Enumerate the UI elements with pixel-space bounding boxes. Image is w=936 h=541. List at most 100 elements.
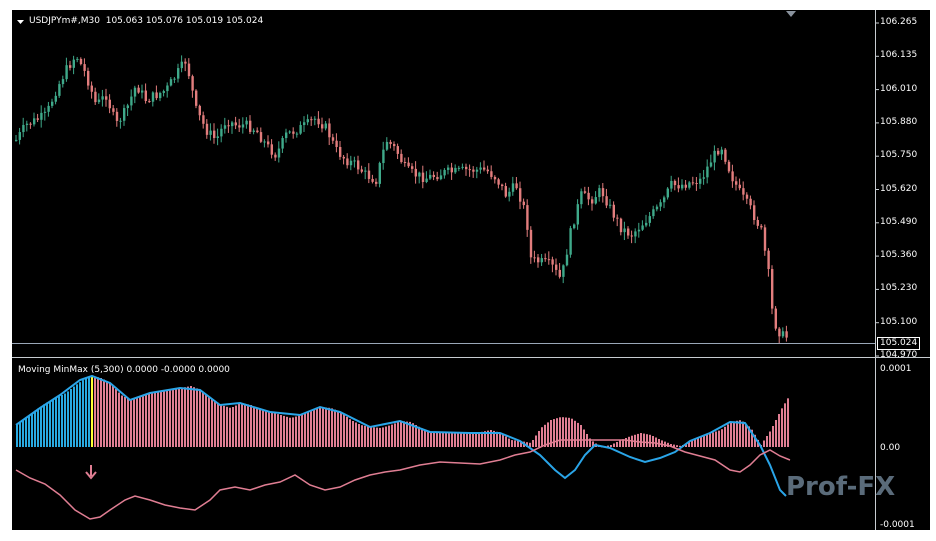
candle-body <box>33 118 36 125</box>
histogram-bar <box>754 434 756 447</box>
candle-body <box>432 174 435 178</box>
histogram-bar <box>721 429 723 447</box>
candle-body <box>252 130 255 132</box>
histogram-bar <box>529 442 531 447</box>
histogram-bar <box>259 409 261 447</box>
price-level-label: 105.750 <box>880 150 918 161</box>
histogram-bar <box>448 433 450 447</box>
histogram-bar <box>670 444 672 447</box>
histogram-bar <box>346 416 348 447</box>
histogram-bar <box>493 430 495 447</box>
candle-body <box>331 137 335 141</box>
histogram-bar <box>568 417 570 447</box>
candle-body <box>29 123 32 125</box>
histogram-bar <box>175 389 177 447</box>
candle-body <box>65 65 68 80</box>
histogram-bar <box>736 420 738 447</box>
candle-body <box>357 160 360 170</box>
histogram-bar <box>235 405 237 447</box>
histogram-bar <box>526 442 528 447</box>
candle-body <box>443 169 446 176</box>
histogram-bar <box>301 414 303 447</box>
histogram-bar <box>733 421 735 447</box>
histogram-bar <box>646 434 648 447</box>
shift-marker-icon[interactable] <box>786 11 796 17</box>
histogram-bar <box>214 400 216 447</box>
candle-body <box>727 161 731 172</box>
candle-body <box>346 158 349 166</box>
histogram-bar <box>556 418 558 447</box>
histogram-bar <box>727 424 729 447</box>
candle-body <box>403 162 407 164</box>
price-level-label: 106.265 <box>880 17 918 27</box>
histogram-bar <box>316 408 318 447</box>
candle-body <box>645 222 648 226</box>
histogram-bar <box>373 427 375 447</box>
candle-body <box>400 153 403 163</box>
histogram-bar <box>142 396 144 447</box>
candle-body <box>576 204 579 225</box>
candlestick-series <box>15 55 788 344</box>
triangle-down-icon[interactable] <box>17 20 24 24</box>
histogram-bar <box>361 425 363 447</box>
histogram-bar <box>337 410 339 447</box>
histogram-bar <box>244 403 246 447</box>
candle-body <box>79 58 83 65</box>
histogram-bar <box>97 377 99 447</box>
histogram-bar <box>79 382 81 447</box>
histogram-bar <box>217 402 219 447</box>
candle-body <box>720 149 723 155</box>
candle-body <box>148 101 151 103</box>
candle-body <box>684 184 687 188</box>
histogram-bar <box>283 415 285 447</box>
candle-body <box>339 146 342 157</box>
histogram-bar <box>763 440 765 447</box>
price-level-label: 105.100 <box>880 316 918 327</box>
histogram-bar <box>271 412 273 447</box>
histogram-bar <box>625 438 627 447</box>
candle-body <box>781 331 785 337</box>
histogram-bar <box>772 426 774 447</box>
histogram-bar <box>394 423 396 447</box>
histogram-bar <box>718 430 720 447</box>
candle-body <box>475 169 479 172</box>
histogram-bar <box>139 397 141 447</box>
histogram-bar <box>106 381 108 447</box>
histogram-bar <box>715 431 717 447</box>
histogram-bar <box>658 439 660 447</box>
candle-body <box>285 132 288 139</box>
histogram-bar <box>325 407 327 447</box>
histogram-bar <box>730 422 732 447</box>
histogram-bar <box>265 411 267 447</box>
histogram-bar <box>370 427 372 447</box>
histogram-bar <box>163 391 165 447</box>
histogram-bar <box>592 441 594 447</box>
candle-body <box>371 178 374 182</box>
histogram-bar <box>787 398 789 447</box>
candle-body <box>216 136 219 138</box>
histogram-bar <box>352 421 354 447</box>
histogram-bar <box>151 392 153 447</box>
histogram-bar <box>538 431 540 447</box>
histogram-bar <box>148 393 150 447</box>
histogram-bar <box>541 427 543 447</box>
histogram-bar <box>703 435 705 447</box>
histogram-bar <box>232 407 234 447</box>
candle-body <box>695 183 698 185</box>
candle-body <box>328 123 331 138</box>
histogram-bar <box>487 430 489 447</box>
histogram-bar <box>157 392 159 447</box>
histogram-bar <box>583 429 585 447</box>
histogram-bar <box>193 387 195 447</box>
candle-body <box>677 185 680 189</box>
histogram-bar <box>475 432 477 447</box>
candle-body <box>54 95 57 102</box>
candle-body <box>83 64 86 71</box>
candle-body <box>389 141 392 145</box>
histogram-bar <box>685 443 687 447</box>
histogram-bar <box>550 420 552 447</box>
candle-body <box>555 264 558 270</box>
candle-body <box>652 209 655 217</box>
histogram-bar <box>94 376 96 447</box>
